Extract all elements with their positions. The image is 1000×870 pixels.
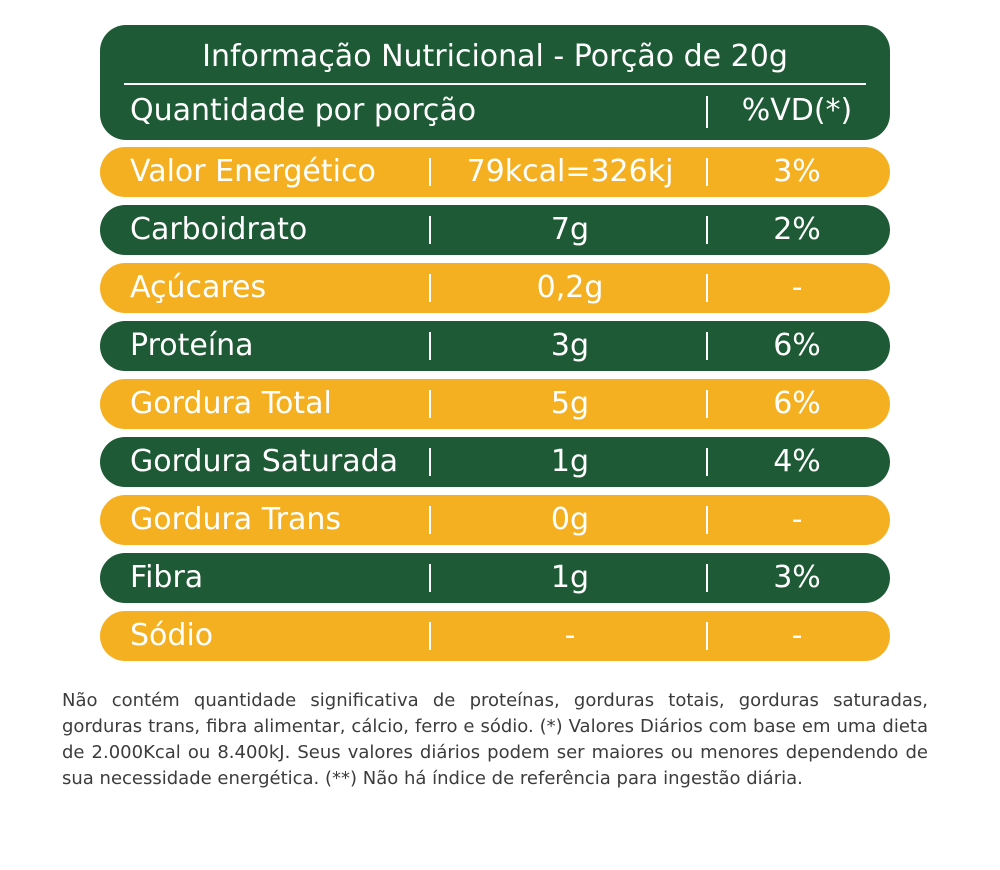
- column-separator: [706, 448, 708, 476]
- nutrient-name: Carboidrato: [130, 212, 308, 247]
- nutrient-quantity: 79kcal=326kj: [466, 154, 674, 189]
- nutrient-row-proteina: Proteína 3g 6%: [100, 321, 890, 371]
- column-separator: [706, 332, 708, 360]
- nutrient-name: Fibra: [130, 560, 204, 595]
- nutrient-row-gordura-saturada: Gordura Saturada 1g 4%: [100, 437, 890, 487]
- column-separator: [429, 390, 431, 418]
- nutrition-footnote: Não contém quantidade significativa de p…: [62, 690, 928, 789]
- column-separator: [429, 564, 431, 592]
- nutrition-table: Informação Nutricional - Porção de 20g Q…: [100, 25, 890, 661]
- nutrition-title: Informação Nutricional - Porção de 20g: [202, 39, 788, 74]
- nutrient-daily-value: 3%: [773, 560, 821, 595]
- nutrient-quantity: 1g: [550, 444, 590, 479]
- nutrient-quantity: 5g: [550, 386, 590, 421]
- nutrient-quantity: 0,2g: [536, 270, 604, 305]
- nutrient-quantity: 1g: [550, 560, 590, 595]
- column-separator: [429, 332, 431, 360]
- column-separator: [706, 216, 708, 244]
- column-separator: [706, 96, 708, 128]
- nutrient-quantity: 0g: [550, 502, 590, 537]
- nutrient-daily-value: -: [791, 502, 803, 537]
- nutrient-daily-value: 2%: [773, 212, 821, 247]
- column-separator: [706, 390, 708, 418]
- column-separator: [429, 274, 431, 302]
- nutrient-name: Gordura Total: [130, 386, 332, 421]
- nutrient-daily-value: 3%: [773, 154, 821, 189]
- nutrient-name: Gordura Saturada: [130, 444, 399, 479]
- nutrition-header: Informação Nutricional - Porção de 20g Q…: [100, 25, 890, 140]
- nutrient-daily-value: -: [791, 618, 803, 653]
- nutrient-name: Açúcares: [130, 270, 267, 305]
- column-separator: [706, 564, 708, 592]
- column-separator: [429, 622, 431, 650]
- nutrient-daily-value: 4%: [773, 444, 821, 479]
- nutrient-quantity: -: [564, 618, 576, 653]
- nutrient-name: Proteína: [130, 328, 254, 363]
- nutrient-row-valor-energetico: Valor Energético 79kcal=326kj 3%: [100, 147, 890, 197]
- nutrient-row-acucares: Açúcares 0,2g -: [100, 263, 890, 313]
- nutrient-daily-value: -: [791, 270, 803, 305]
- nutrient-row-gordura-trans: Gordura Trans 0g -: [100, 495, 890, 545]
- column-separator: [706, 158, 708, 186]
- nutrient-quantity: 7g: [550, 212, 590, 247]
- nutrient-daily-value: 6%: [773, 328, 821, 363]
- column-separator: [706, 622, 708, 650]
- nutrient-row-carboidrato: Carboidrato 7g 2%: [100, 205, 890, 255]
- nutrient-quantity: 3g: [550, 328, 590, 363]
- column-separator: [429, 158, 431, 186]
- nutrient-name: Valor Energético: [130, 154, 376, 189]
- column-separator: [706, 506, 708, 534]
- nutrient-daily-value: 6%: [773, 386, 821, 421]
- header-divider: [124, 83, 866, 85]
- column-separator: [706, 274, 708, 302]
- nutrient-row-sodio: Sódio - -: [100, 611, 890, 661]
- quantity-per-serving-label: Quantidade por porção: [130, 93, 477, 128]
- daily-value-label: %VD(*): [741, 93, 853, 128]
- nutrient-name: Sódio: [130, 618, 214, 653]
- nutrient-row-fibra: Fibra 1g 3%: [100, 553, 890, 603]
- column-separator: [429, 216, 431, 244]
- column-separator: [429, 448, 431, 476]
- column-separator: [429, 506, 431, 534]
- nutrient-row-gordura-total: Gordura Total 5g 6%: [100, 379, 890, 429]
- nutrient-name: Gordura Trans: [130, 502, 341, 537]
